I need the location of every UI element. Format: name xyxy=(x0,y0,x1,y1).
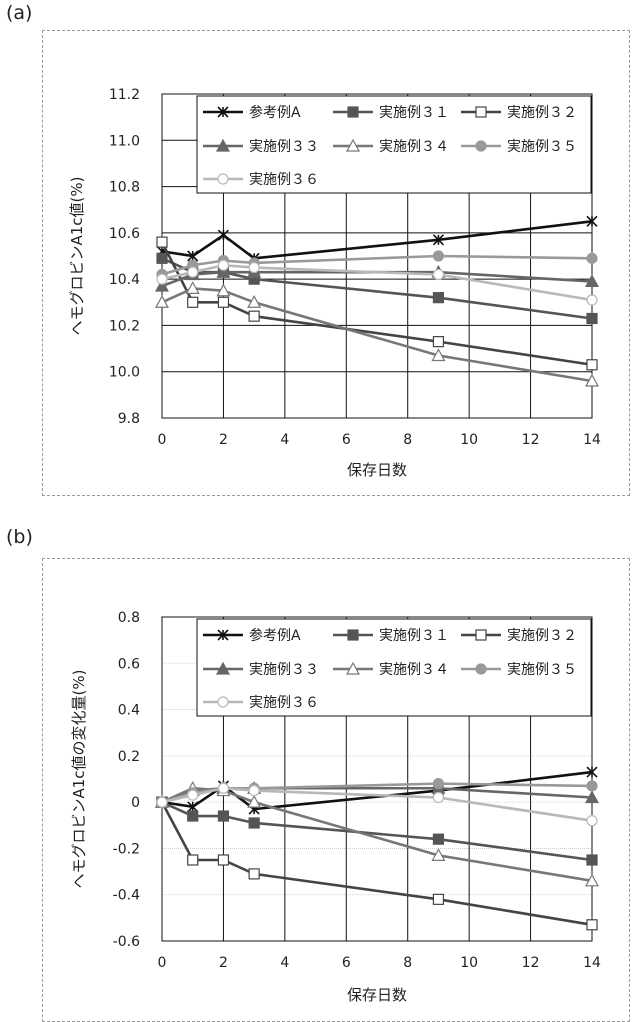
y-tick-label: -0.2 xyxy=(113,841,140,857)
y-tick-label: -0.6 xyxy=(113,934,140,950)
data-point xyxy=(188,811,198,821)
legend-label: 実施例３１ xyxy=(379,628,449,644)
legend-label: 実施例３６ xyxy=(249,695,319,711)
data-point xyxy=(433,779,443,789)
legend-marker xyxy=(218,697,228,707)
legend-label: 実施例３３ xyxy=(249,662,319,678)
x-tick-label: 2 xyxy=(219,955,228,971)
data-point xyxy=(157,797,167,807)
y-tick-label: -0.4 xyxy=(113,888,140,904)
data-point xyxy=(587,920,597,930)
legend: 参考例A 実施例３１ 実施例３２ 実施例３３ 実施例３４ 実施例３５ 実施例３６ xyxy=(197,619,591,716)
x-tick-label: 6 xyxy=(342,955,351,971)
x-tick-label: 14 xyxy=(583,955,601,971)
data-point xyxy=(218,811,228,821)
y-tick-label: 0 xyxy=(131,795,140,811)
x-tick-label: 0 xyxy=(158,955,167,971)
x-axis-label: 保存日数 xyxy=(347,986,407,1004)
data-point xyxy=(188,790,198,800)
data-point xyxy=(433,834,443,844)
y-tick-label: 0.6 xyxy=(118,656,140,672)
x-tick-label: 12 xyxy=(522,955,540,971)
data-point xyxy=(218,783,228,793)
data-point xyxy=(249,818,259,828)
x-tick-label: 8 xyxy=(403,955,412,971)
legend-label: 参考例A xyxy=(249,627,301,644)
data-point xyxy=(587,855,597,865)
y-tick-label: 0.2 xyxy=(118,749,140,765)
x-tick-label: 4 xyxy=(280,955,289,971)
data-point xyxy=(188,855,198,865)
data-point xyxy=(218,855,228,865)
y-axis-label: ヘモグロビンA1c値の変化量(%) xyxy=(70,669,88,888)
legend-marker xyxy=(476,630,486,640)
data-point xyxy=(249,786,259,796)
legend-label: 実施例３２ xyxy=(507,628,577,644)
data-point xyxy=(587,781,597,791)
x-tick-label: 10 xyxy=(460,955,478,971)
legend-label: 実施例３５ xyxy=(507,662,577,678)
legend-marker xyxy=(476,664,486,674)
data-point xyxy=(249,869,259,879)
data-point xyxy=(433,894,443,904)
y-tick-label: 0.8 xyxy=(118,610,140,626)
data-point xyxy=(433,793,443,803)
data-point xyxy=(587,816,597,826)
legend-marker xyxy=(348,630,358,640)
legend-label: 実施例３４ xyxy=(379,662,449,678)
y-tick-label: 0.4 xyxy=(118,703,140,719)
